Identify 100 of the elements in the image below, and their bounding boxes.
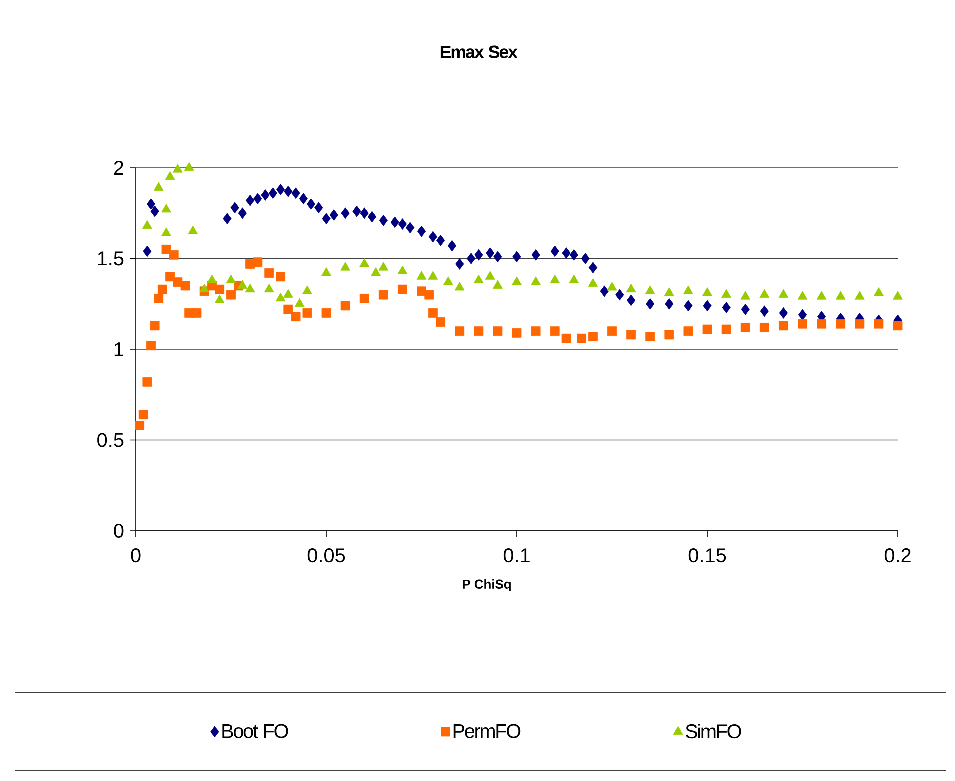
point (230, 202, 240, 214)
point (184, 162, 194, 171)
point (702, 288, 712, 296)
point (836, 291, 846, 300)
point (284, 304, 294, 314)
point (146, 341, 156, 351)
point (253, 258, 263, 268)
point (264, 284, 274, 293)
point (581, 253, 590, 264)
point (360, 294, 370, 304)
point (169, 250, 179, 260)
point (893, 321, 903, 331)
point (322, 268, 332, 276)
point (532, 249, 540, 261)
point (664, 288, 674, 296)
point (703, 300, 712, 312)
legend-label: PermFO (454, 724, 521, 738)
point (684, 326, 694, 336)
point (142, 377, 152, 387)
point (162, 244, 172, 254)
point (284, 186, 293, 198)
point (226, 290, 236, 300)
point (143, 246, 152, 258)
point (162, 228, 172, 236)
point (424, 290, 434, 300)
point (436, 234, 446, 246)
y-tick-label: 2 (114, 161, 124, 175)
legend-label: Boot FO (222, 724, 288, 738)
point (416, 271, 427, 280)
point (302, 308, 312, 318)
x-tick-label: 0.05 (308, 548, 346, 563)
point (512, 328, 522, 338)
point (512, 276, 522, 286)
point (740, 291, 751, 300)
point (340, 262, 351, 271)
point (360, 208, 369, 220)
point (379, 214, 388, 226)
point (165, 171, 176, 180)
point (836, 319, 846, 329)
point (330, 209, 338, 221)
point (486, 248, 495, 260)
point (626, 330, 636, 340)
chart-title: Emax Sex (440, 46, 518, 58)
point (816, 291, 827, 300)
point (760, 289, 770, 298)
point (855, 319, 865, 329)
point (600, 286, 609, 298)
point (531, 276, 542, 286)
point (665, 298, 674, 310)
point (150, 206, 160, 218)
point (645, 286, 656, 294)
point (474, 274, 484, 284)
point (562, 248, 571, 260)
point (264, 268, 274, 278)
x-tick-label: 0.15 (688, 548, 726, 563)
point (294, 298, 305, 308)
point (268, 188, 278, 200)
point (874, 319, 884, 329)
point (254, 193, 262, 205)
point (360, 258, 370, 268)
point (760, 306, 769, 318)
point (207, 274, 218, 284)
point (616, 289, 624, 301)
point (493, 326, 503, 336)
point (292, 188, 300, 200)
point (722, 324, 732, 334)
point (276, 184, 286, 196)
point (684, 300, 693, 312)
point (569, 274, 580, 284)
point (172, 164, 183, 173)
point (588, 278, 598, 288)
point (322, 308, 332, 318)
point (798, 291, 808, 300)
point (664, 330, 674, 340)
point (646, 298, 655, 310)
point (550, 326, 560, 336)
point (398, 284, 408, 294)
point (226, 274, 236, 284)
point (158, 284, 168, 294)
point (607, 282, 618, 291)
point (798, 319, 808, 329)
y-tick-label: 1 (114, 342, 124, 356)
point (215, 284, 225, 294)
point (166, 272, 175, 282)
point (722, 302, 731, 314)
point (276, 292, 286, 302)
point (608, 326, 617, 336)
point (352, 206, 362, 218)
point (779, 308, 788, 319)
point (138, 410, 148, 420)
point (150, 321, 160, 331)
point (142, 220, 152, 230)
point (192, 308, 202, 318)
x-tick-label: 0.1 (504, 548, 530, 563)
point (512, 251, 522, 263)
point (291, 312, 301, 322)
point (200, 284, 210, 293)
point (854, 291, 865, 300)
point (466, 253, 476, 264)
point (306, 198, 316, 210)
